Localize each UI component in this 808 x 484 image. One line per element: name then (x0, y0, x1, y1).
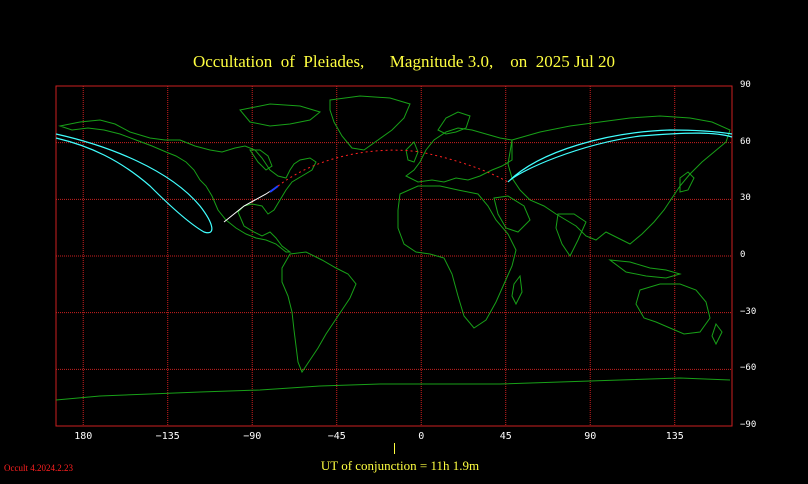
coast-australia (635, 283, 711, 335)
coast-africa (397, 185, 517, 329)
longitude-label: −90 (243, 431, 262, 442)
coast-europe (405, 127, 513, 183)
latitude-label: 90 (740, 80, 751, 90)
latitude-label: −60 (740, 363, 757, 374)
latitude-label: 30 (740, 193, 751, 204)
limit-curve-east (507, 129, 733, 183)
map-title: Occultation of Pleiades, Magnitude 3.0, … (192, 52, 616, 71)
graticule (55, 85, 733, 427)
conjunction-marker (394, 443, 395, 454)
longitude-label: −135 (155, 431, 180, 442)
longitude-label: 180 (74, 431, 93, 442)
latitude-label: 0 (740, 250, 746, 260)
coast-arabia (493, 195, 531, 233)
coast-asia (507, 115, 731, 245)
coast-madagascar (511, 274, 523, 306)
coast-britain (405, 141, 419, 163)
occultation-paths (55, 129, 733, 234)
ut-conjunction-label: UT of conjunction = 11h 1.9m (320, 458, 480, 473)
longitude-label: 45 (499, 431, 512, 442)
coast-south-america (281, 251, 357, 374)
coast-japan (679, 171, 695, 193)
coast-antarctica (55, 377, 731, 401)
coast-india (555, 213, 587, 257)
longitude-label: −45 (327, 431, 346, 442)
longitude-label: 90 (584, 431, 597, 442)
limit-curve-west (55, 133, 213, 234)
central-path-twilight (269, 185, 279, 193)
coast-arctic-islands (239, 103, 322, 127)
longitude-label: 135 (665, 431, 684, 442)
coast-scandinavia (437, 111, 471, 135)
latitude-label: 60 (740, 136, 751, 147)
coast-hudson-bay (249, 149, 273, 171)
latitude-label: −90 (740, 420, 757, 430)
coast-north-america (58, 119, 317, 253)
coast-indonesia (608, 259, 682, 279)
coast-greenland (329, 95, 411, 151)
latitude-label: −30 (740, 306, 757, 317)
central-path-night (277, 149, 509, 187)
coastlines (55, 95, 731, 401)
longitude-label: 0 (418, 431, 425, 442)
coast-new-zealand (711, 322, 723, 346)
software-version-label: Occult 4.2024.2.23 (4, 463, 73, 473)
